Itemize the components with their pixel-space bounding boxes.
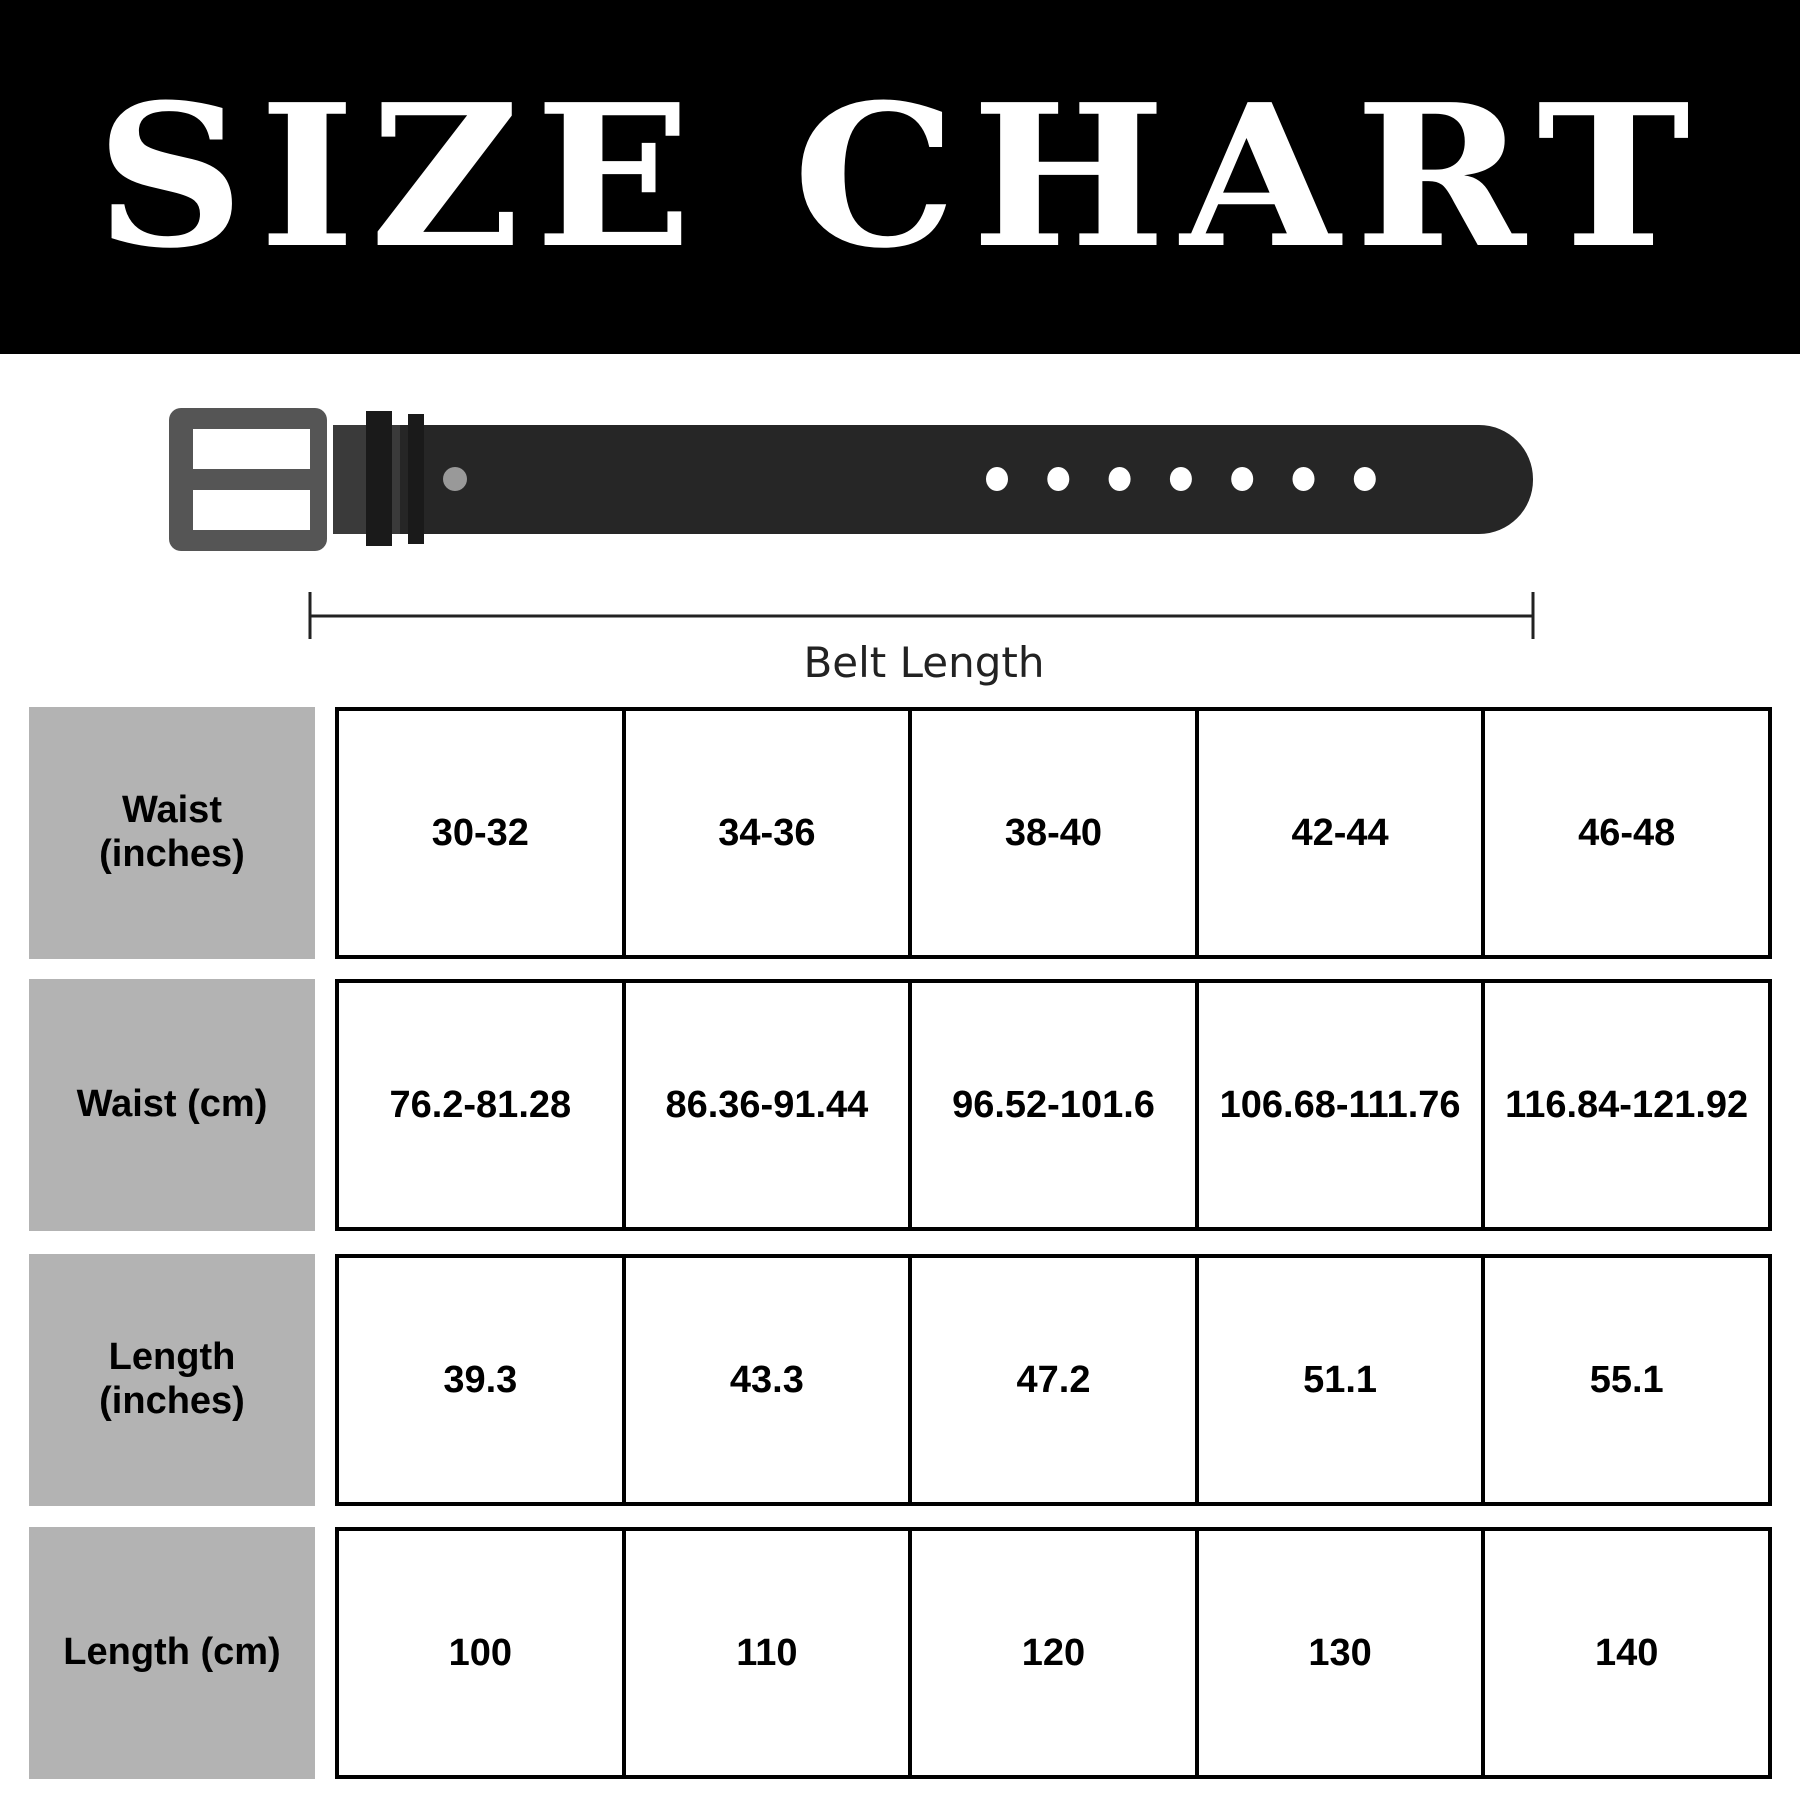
table-cell: 51.1	[1199, 1258, 1486, 1502]
belt-hole	[1169, 467, 1192, 491]
table-row: 39.3 43.3 47.2 51.1 55.1	[335, 1254, 1772, 1506]
belt-length-label: Belt Length	[803, 638, 1045, 687]
table-cell: 42-44	[1199, 711, 1486, 955]
belt-hole	[1231, 467, 1254, 491]
belt-length-measure-line	[308, 592, 1535, 639]
table-cell: 39.3	[339, 1258, 626, 1502]
table-cell: 120	[912, 1531, 1199, 1775]
row-label: Waist (cm)	[29, 979, 315, 1231]
table-row: 76.2-81.28 86.36-91.44 96.52-101.6 106.68-1…	[335, 979, 1772, 1231]
table-cell: 30-32	[339, 711, 626, 955]
belt-buckle	[169, 408, 327, 551]
table-cell: 130	[1199, 1531, 1486, 1775]
table-cell: 46-48	[1578, 811, 1676, 854]
belt-strap	[333, 425, 1533, 534]
belt-holes	[986, 467, 1376, 491]
belt-illustration	[169, 408, 1535, 639]
row-label-text: Waist (cm)	[76, 1083, 268, 1126]
row-label: Waist (inches)	[29, 707, 315, 959]
row-label: Length (cm)	[29, 1527, 315, 1779]
table-cell: 43.3	[626, 1258, 913, 1502]
table-cell: 116.84-121.92	[1505, 1083, 1749, 1126]
belt-loop	[366, 411, 392, 546]
table-cell: 140	[1594, 1631, 1659, 1674]
table-cell: 76.2-81.28	[339, 983, 626, 1227]
table-cell: 86.36-91.44	[626, 983, 913, 1227]
table-row: 30-32 34-36 38-40 42-44 46-48	[335, 707, 1772, 959]
page-title: SIZE CHART	[95, 62, 1705, 292]
row-label: Length (inches)	[29, 1254, 315, 1506]
title-banner: SIZE CHART	[0, 0, 1800, 354]
table-cell: 100	[339, 1531, 626, 1775]
table-cell: 55.1	[1589, 1358, 1664, 1401]
table-cell: 110	[626, 1531, 913, 1775]
table-cell: 96.52-101.6	[912, 983, 1199, 1227]
row-label-text: Waist (inches)	[99, 789, 245, 875]
table-cell: 47.2	[912, 1258, 1199, 1502]
row-label-text: Length (cm)	[63, 1631, 281, 1674]
belt-hole	[1108, 467, 1131, 491]
belt-hole	[1047, 467, 1070, 491]
belt-hole	[1353, 467, 1376, 491]
table-cell: 38-40	[912, 711, 1199, 955]
table-cell: 106.68-111.76	[1199, 983, 1486, 1227]
belt-hole	[986, 467, 1008, 491]
table-cell: 34-36	[626, 711, 913, 955]
belt-rivet	[443, 467, 467, 491]
table-row: 100 110 120 130 140	[335, 1527, 1772, 1779]
row-label-text: Length (inches)	[99, 1336, 245, 1422]
belt-hole	[1292, 467, 1315, 491]
belt-loop	[408, 414, 424, 544]
